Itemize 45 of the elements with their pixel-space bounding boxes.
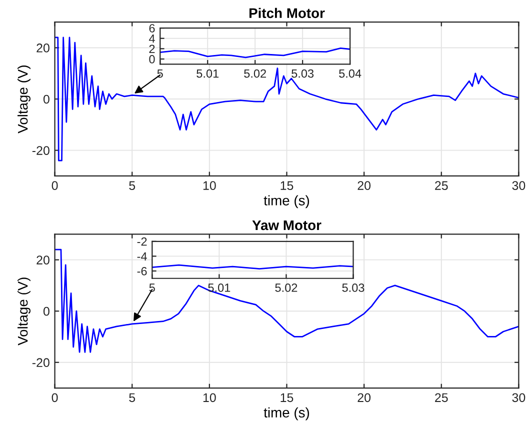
chart-title: Yaw Motor [252,220,322,230]
x-tick-label: 15 [280,181,294,190]
x-tick-label: 5.02 [244,69,266,78]
line-series [54,36,519,162]
y-tick-label: 6 [149,24,155,32]
x-tick-label: 25 [435,393,448,402]
y-tick-label: 20 [36,44,50,52]
x-tick-label: 30 [512,181,526,190]
x-tick-label: 10 [203,393,216,402]
x-tick-label: 5.01 [196,69,219,78]
x-axis-title: time (s) [264,195,310,208]
x-tick-label: 0 [52,393,58,402]
y-tick-label: 0 [43,94,50,104]
x-tick-label: 5.02 [275,284,298,292]
x-tick-label: 5.03 [342,284,364,292]
x-tick-label: 5 [149,284,155,292]
y-tick-label: 2 [149,44,155,53]
x-tick-label: 0 [52,181,58,190]
x-tick-label: 15 [280,393,294,402]
x-tick-label: 10 [203,181,216,190]
y-tick-label: -4 [137,252,147,260]
y-axis-title: Voltage (V) [18,278,30,346]
x-tick-label: 5 [157,69,163,78]
x-tick-label: 5 [129,393,136,402]
x-tick-label: 5.01 [208,284,230,292]
y-tick-label: -20 [32,146,50,155]
line-series [160,47,350,58]
x-tick-label: 5 [129,181,136,190]
y-axis-title: Voltage (V) [18,66,30,134]
y-tick-label: -6 [137,267,147,276]
y-tick-label: -20 [32,358,50,368]
x-tick-label: 20 [358,181,371,190]
x-tick-label: 30 [512,393,526,402]
chart-title: Pitch Motor [249,8,325,18]
x-axis-title: time (s) [264,407,310,420]
x-tick-label: 5.04 [339,69,362,78]
y-tick-label: -2 [137,237,147,246]
y-tick-label: 0 [149,55,155,64]
line-series [54,248,519,353]
y-tick-label: 4 [148,34,155,43]
x-tick-label: 25 [435,181,448,190]
y-tick-label: 0 [43,306,50,316]
x-tick-label: 20 [358,393,371,402]
x-tick-label: 5.03 [292,69,314,78]
y-tick-label: 20 [36,256,50,264]
